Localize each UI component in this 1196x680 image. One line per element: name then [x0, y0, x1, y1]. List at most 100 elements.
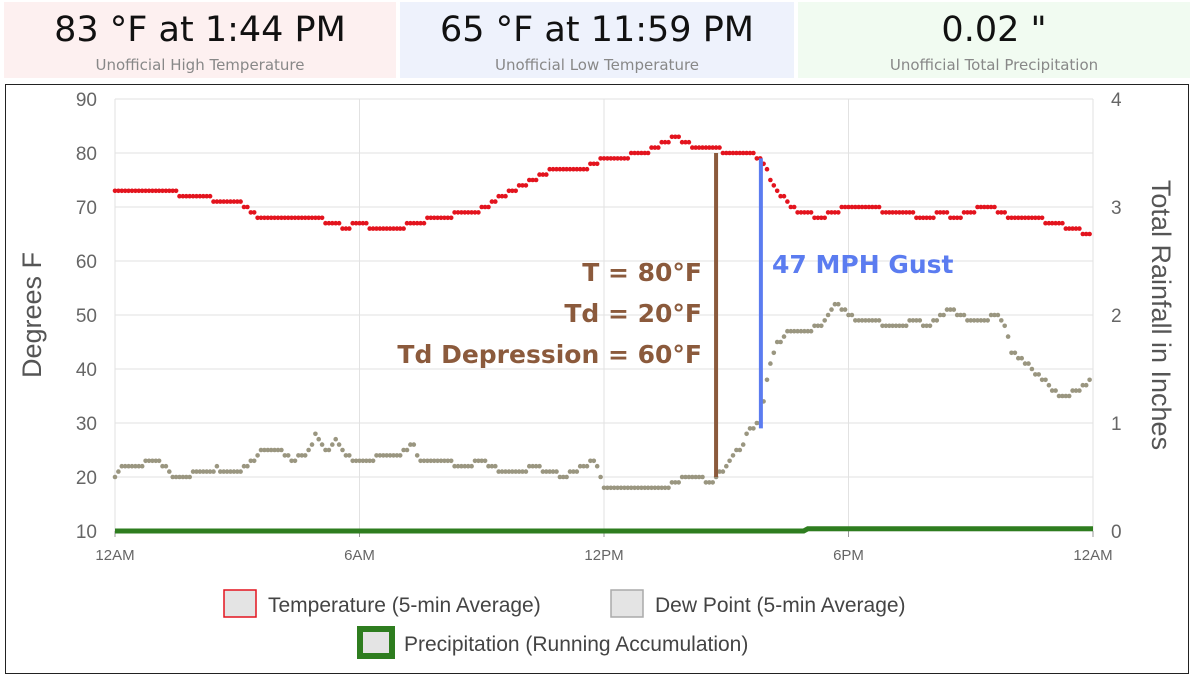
y2-tick-label: 1 [1111, 414, 1122, 435]
dewpoint-point [724, 463, 729, 469]
temperature-point [343, 226, 349, 231]
annotation-depression: Td Depression = 60°F [397, 340, 702, 369]
x-tick-label: 6PM [833, 547, 864, 564]
temperature-point [571, 166, 576, 172]
temperature-point [139, 188, 145, 194]
y-tick-label: 70 [76, 198, 97, 219]
dewpoint-point [299, 453, 305, 458]
dewpoint-point [146, 458, 152, 464]
dewpoint-point [954, 312, 960, 318]
dewpoint-point [734, 447, 739, 453]
temperature-point [662, 139, 668, 145]
dewpoint-point [897, 323, 902, 329]
dewpoint-point [241, 463, 247, 469]
dewpoint-point [900, 323, 906, 329]
temperature-point [455, 210, 461, 215]
y-tick-label: 40 [76, 360, 97, 381]
dewpoint-point [907, 318, 912, 323]
temperature-point [224, 199, 230, 204]
dewpoint-point [1036, 372, 1041, 377]
temperature-point [1022, 215, 1028, 221]
y-tick-label: 50 [76, 306, 97, 327]
dewpoint-point [268, 447, 274, 453]
dewpoint-point [802, 328, 807, 334]
dewpoint-point [927, 323, 933, 329]
temperature-point [387, 226, 393, 231]
dewpoint-point [937, 312, 943, 318]
dewpoint-point [122, 463, 128, 469]
dewpoint-point [306, 447, 311, 453]
temperature-point [944, 210, 950, 215]
temperature-point [241, 204, 247, 210]
dewpoint-point [503, 469, 508, 474]
dewpoint-point [465, 463, 471, 469]
temperature-point [948, 215, 953, 221]
temperature-point [1039, 215, 1045, 221]
temperature-point [245, 204, 250, 210]
dewpoint-point [829, 307, 834, 312]
dewpoint-point [513, 469, 518, 474]
temperature-point [577, 166, 583, 172]
temperature-point [184, 193, 189, 199]
temperature-point [785, 199, 790, 204]
y-axis-title: Degrees F [17, 252, 47, 378]
dewpoint-point [649, 485, 654, 491]
temperature-point [156, 188, 162, 194]
dewpoint-point [890, 323, 895, 329]
temperature-point [1036, 215, 1041, 221]
dewpoint-point [910, 318, 916, 323]
temperature-point [730, 150, 736, 156]
temperature-point [1049, 220, 1055, 226]
temperature-point [523, 183, 529, 188]
temperature-point [544, 172, 549, 177]
temperature-point [639, 150, 644, 156]
temperature-point [333, 220, 339, 226]
dewpoint-point [374, 453, 379, 458]
dewpoint-point [431, 458, 437, 464]
dewpoint-point [1016, 355, 1021, 361]
annotation-dewpoint: Td = 20°F [564, 299, 702, 328]
dewpoint-point [1012, 350, 1018, 356]
dewpoint-point [540, 469, 546, 474]
temperature-point [133, 188, 138, 194]
dewpoint-point [920, 323, 926, 329]
high-temperature-value: 83 °F at 1:44 PM [54, 10, 346, 50]
dewpoint-point [340, 447, 345, 453]
dewpoint-point [248, 458, 254, 464]
dewpoint-point [214, 463, 220, 469]
dewpoint-point [849, 312, 855, 318]
temperature-point [632, 150, 637, 156]
dewpoint-point [139, 463, 145, 469]
temperature-point [737, 150, 743, 156]
temperature-point [201, 193, 206, 199]
dewpoint-point [211, 469, 216, 474]
low-temperature-label: Unofficial Low Temperature [494, 56, 700, 74]
temperature-point [727, 150, 732, 156]
y-tick-label: 60 [76, 252, 97, 273]
dewpoint-point [258, 447, 264, 453]
dewpoint-point [218, 469, 223, 474]
dewpoint-point [744, 431, 749, 437]
temperature-point [625, 156, 631, 161]
temperature-point [194, 193, 199, 199]
dewpoint-point [1046, 382, 1052, 388]
temperature-point [411, 220, 417, 226]
temperature-point [397, 226, 403, 231]
dewpoint-point [550, 469, 556, 474]
dewpoint-point [700, 474, 705, 480]
dewpoint-point [489, 463, 495, 469]
low-temperature-value: 65 °F at 11:59 PM [439, 10, 754, 50]
temperature-point [445, 215, 451, 221]
temperature-point [336, 220, 342, 226]
temperature-point [119, 188, 125, 194]
dewpoint-point [184, 474, 189, 480]
annotation-gust: 47 MPH Gust [772, 250, 954, 279]
temperature-point [744, 150, 749, 156]
legend-label: Precipitation (Running Accumulation) [404, 633, 748, 656]
temperature-point [1053, 220, 1058, 226]
dewpoint-point [116, 469, 121, 474]
temperature-point [421, 220, 427, 226]
y2-tick-label: 2 [1111, 306, 1122, 327]
temperature-point [211, 199, 216, 204]
temperature-point [880, 210, 885, 215]
